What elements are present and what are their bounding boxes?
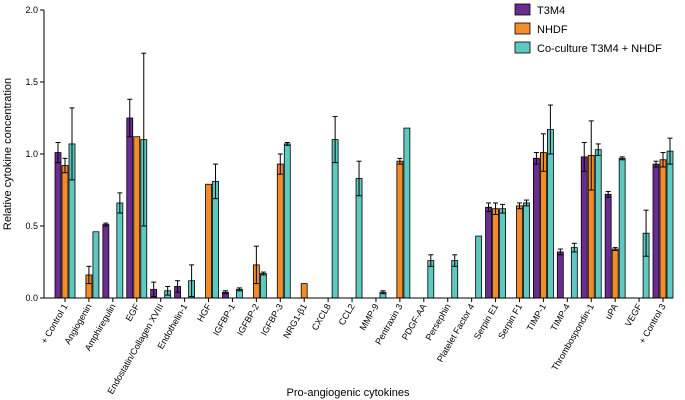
bar-serpin-e1-series-2 — [492, 208, 499, 299]
bar-control-3-series-2 — [659, 159, 667, 299]
bar-control-1-series-1 — [54, 152, 62, 299]
x-tick-label: MMP-9 — [358, 302, 381, 332]
bar-platelet-factor-4-series-3 — [475, 235, 483, 299]
x-tick-label: TIMP-4 — [549, 302, 572, 333]
bar-serpin-e1-series-1 — [485, 206, 492, 299]
x-tick-label: CCL2 — [337, 302, 357, 327]
bar-pentraxin-3-series-3 — [403, 127, 411, 299]
bar-timp-4-series-1 — [556, 251, 564, 299]
bar-igfbp-3-series-2 — [276, 163, 284, 299]
bar-control-1-series-2 — [61, 165, 69, 299]
bar-timp-1-series-2 — [540, 152, 547, 299]
legend-swatch — [514, 22, 531, 35]
x-tick-label: uPA — [603, 302, 620, 321]
bar-angiogenin-series-3 — [92, 231, 100, 299]
bar-egf-series-2 — [133, 136, 141, 299]
x-tick-label: TIMP-1 — [525, 302, 548, 333]
x-tick-label: IGFBP-2 — [235, 302, 261, 337]
x-tick-label: Serpin F1 — [496, 302, 524, 341]
x-tick-label: HGF — [195, 302, 213, 324]
bar-thrombospondin-1-series-1 — [580, 156, 588, 299]
legend-label: Co-culture T3M4 + NHDF — [537, 43, 662, 55]
x-tick-label: VEGF — [623, 302, 644, 329]
bar-egf-series-1 — [126, 117, 134, 299]
x-tick-label: IGFBP-3 — [259, 302, 285, 337]
bar-upa-series-2 — [611, 248, 619, 299]
bar-cxcl8-series-3 — [331, 139, 339, 299]
bar-control-3-series-1 — [652, 163, 660, 299]
plot-area — [54, 52, 674, 299]
bar-amphiregulin-series-3 — [116, 202, 124, 299]
bar-ccl2-series-3 — [355, 178, 363, 299]
bar-upa-series-3 — [618, 157, 626, 299]
bar-timp-1-series-1 — [533, 157, 540, 299]
legend-swatch — [514, 41, 531, 54]
bar-serpin-e1-series-3 — [499, 208, 506, 299]
bar-pentraxin-3-series-2 — [396, 160, 404, 299]
y-ticks: 0.0 0.5 1.0 1.5 2.0 — [25, 5, 44, 303]
bar-thrombospondin-1-series-3 — [594, 149, 602, 299]
bar-serpin-f1-series-3 — [523, 202, 530, 299]
y-tick-label: 2.0 — [25, 5, 38, 15]
bar-igfbp-3-series-3 — [283, 143, 291, 299]
bar-hgf-series-2 — [205, 183, 212, 299]
legend-label: T3M4 — [537, 5, 565, 17]
bar-upa-series-1 — [604, 193, 612, 299]
x-tick-label: IGFBP-1 — [211, 302, 237, 337]
legend-swatch — [514, 3, 531, 16]
bar-igfbp-2-series-3 — [259, 273, 267, 299]
x-tick-label: EGF — [124, 302, 142, 323]
y-tick-label: 1.0 — [25, 149, 38, 159]
bar-timp-1-series-3 — [547, 129, 554, 299]
x-axis-title: Pro-angiogenic cytokines — [287, 387, 410, 399]
y-tick-label: 0.5 — [25, 221, 38, 231]
x-tick-label: CXCL8 — [310, 302, 333, 332]
bar-timp-4-series-3 — [570, 247, 578, 299]
legend-label: NHDF — [537, 24, 568, 36]
x-tick-label: NRG1-β1 — [281, 302, 309, 340]
bar-control-3-series-3 — [666, 150, 674, 299]
legend: T3M4 NHDF Co-culture T3M4 + NHDF — [514, 3, 662, 55]
bar-amphiregulin-series-1 — [102, 224, 110, 299]
y-tick-label: 0.0 — [25, 293, 38, 303]
bar-serpin-f1-series-2 — [516, 205, 523, 299]
y-tick-label: 1.5 — [25, 77, 38, 87]
y-axis-title: Relative cytokine concentration — [2, 78, 14, 230]
bar-nrg1-1-series-2 — [300, 283, 308, 299]
